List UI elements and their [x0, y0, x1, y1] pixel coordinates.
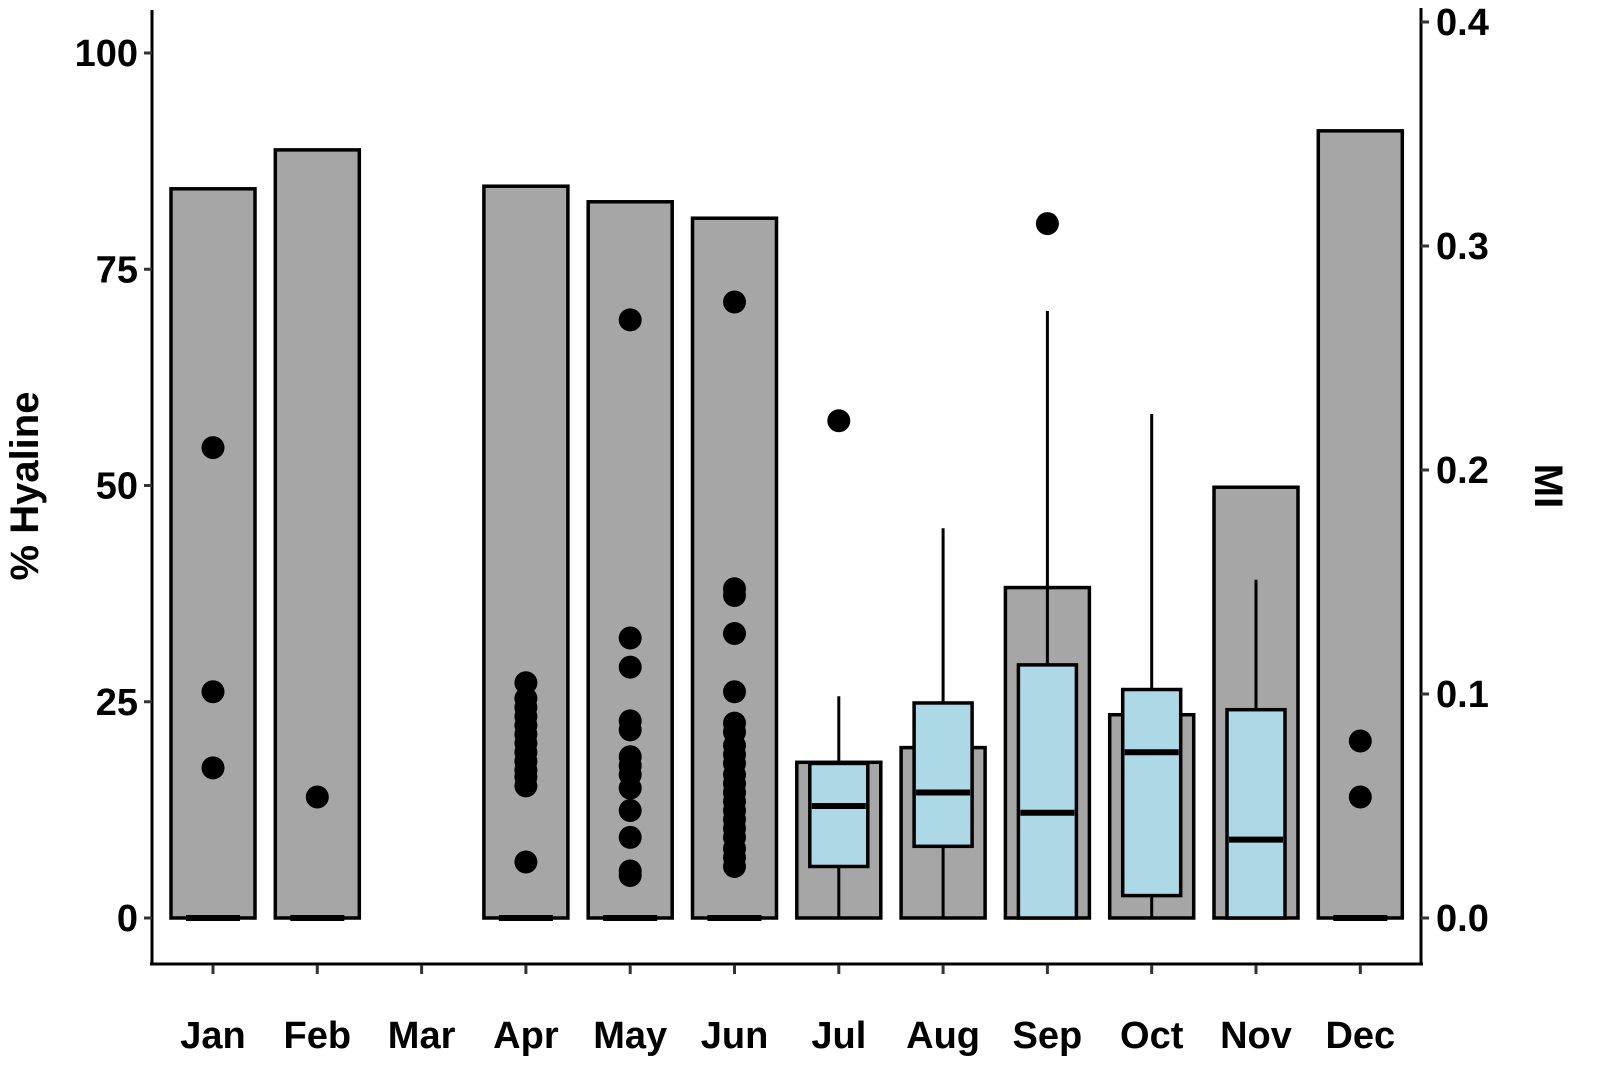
- outlier-point: [618, 308, 642, 332]
- right-tick-label: 0.3: [1436, 226, 1489, 268]
- mi-boxplots: [186, 212, 1388, 921]
- x-tick-label-dec: Dec: [1325, 1015, 1395, 1057]
- outlier-point: [827, 409, 851, 433]
- hyaline-bars: [169, 129, 1405, 920]
- right-tick-label: 0.4: [1436, 2, 1489, 44]
- x-tick-label-mar: Mar: [388, 1015, 456, 1057]
- outlier-point: [514, 850, 538, 874]
- left-tick-label: 0: [117, 898, 138, 940]
- box-sep: [1016, 663, 1079, 920]
- outlier-point: [201, 756, 225, 780]
- left-tick-label: 75: [96, 249, 138, 291]
- bar-apr: [482, 184, 570, 920]
- left-y-axis-title: % Hyaline: [3, 392, 47, 581]
- outlier-point: [723, 680, 746, 704]
- outlier-point: [201, 436, 225, 460]
- outlier-point: [201, 680, 225, 704]
- x-ticks: Jan Feb Mar Apr May Jun Jul Aug Sep Oct Nov Dec: [180, 965, 1395, 1057]
- left-tick-label: 100: [75, 33, 138, 75]
- box-oct: [1120, 687, 1183, 898]
- x-tick-label-feb: Feb: [284, 1015, 352, 1057]
- outlier-point: [618, 718, 642, 742]
- outlier-point: [305, 785, 329, 809]
- box-jul: [808, 761, 870, 869]
- left-tick-label: 50: [96, 466, 138, 508]
- x-tick-label-nov: Nov: [1220, 1015, 1292, 1057]
- left-y-ticks: 0 25 50 75 100: [75, 33, 152, 940]
- x-tick-label-oct: Oct: [1120, 1015, 1184, 1057]
- right-y-ticks: 0.0 0.1 0.2 0.3 0.4: [1421, 2, 1489, 940]
- bar-jan: [169, 187, 257, 920]
- outlier-point: [618, 863, 642, 887]
- box-nov: [1225, 707, 1287, 920]
- outlier-point: [1035, 212, 1059, 236]
- left-tick-label: 25: [96, 682, 138, 724]
- outlier-point: [618, 626, 642, 650]
- outlier-point: [723, 854, 746, 878]
- x-tick-label-jan: Jan: [180, 1015, 245, 1057]
- outlier-point: [618, 776, 642, 800]
- box-aug: [912, 701, 974, 849]
- right-tick-label: 0.0: [1436, 898, 1489, 940]
- right-tick-label: 0.2: [1436, 450, 1489, 492]
- x-tick-label-apr: Apr: [493, 1015, 559, 1057]
- outlier-point: [723, 622, 746, 646]
- x-tick-label-may: May: [593, 1015, 667, 1057]
- outlier-point: [1348, 785, 1372, 809]
- outlier-point: [514, 774, 538, 798]
- right-y-axis-title: MI: [1526, 464, 1570, 508]
- x-tick-label-jul: Jul: [811, 1015, 866, 1057]
- outlier-point: [618, 825, 642, 849]
- x-tick-label-sep: Sep: [1013, 1015, 1083, 1057]
- right-tick-label: 0.1: [1436, 674, 1489, 716]
- outlier-point: [723, 290, 746, 314]
- outlier-point: [618, 798, 642, 822]
- outlier-point: [723, 583, 746, 607]
- outlier-point: [1348, 729, 1372, 753]
- outlier-point: [618, 655, 642, 679]
- x-tick-label-jun: Jun: [701, 1015, 769, 1057]
- x-tick-label-aug: Aug: [906, 1015, 980, 1057]
